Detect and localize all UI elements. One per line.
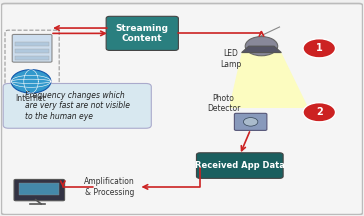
Text: 2: 2 — [316, 107, 323, 117]
Polygon shape — [229, 52, 308, 108]
Bar — [15, 56, 49, 60]
FancyBboxPatch shape — [14, 179, 64, 201]
Text: Received App Data: Received App Data — [195, 161, 285, 170]
Text: Frequency changes which
are very fast are not visible
to the human eye: Frequency changes which are very fast ar… — [25, 91, 130, 121]
Bar — [19, 183, 59, 195]
FancyBboxPatch shape — [12, 34, 52, 62]
Text: Internet: Internet — [16, 94, 46, 103]
Bar — [15, 42, 49, 46]
FancyBboxPatch shape — [1, 3, 363, 215]
FancyBboxPatch shape — [3, 83, 151, 128]
FancyBboxPatch shape — [106, 16, 178, 50]
Text: LED
Lamp: LED Lamp — [220, 49, 241, 69]
Text: Photo
Detector: Photo Detector — [207, 94, 240, 113]
Text: Amplification
& Processing: Amplification & Processing — [84, 177, 135, 197]
Bar — [15, 49, 49, 53]
Circle shape — [244, 118, 258, 126]
Polygon shape — [242, 46, 281, 52]
Text: Streaming
Content: Streaming Content — [116, 24, 169, 43]
Circle shape — [303, 103, 336, 122]
FancyBboxPatch shape — [234, 113, 267, 130]
Text: 1: 1 — [316, 43, 323, 53]
Circle shape — [303, 39, 336, 58]
Circle shape — [11, 70, 51, 93]
Circle shape — [245, 37, 278, 56]
FancyBboxPatch shape — [197, 153, 283, 178]
